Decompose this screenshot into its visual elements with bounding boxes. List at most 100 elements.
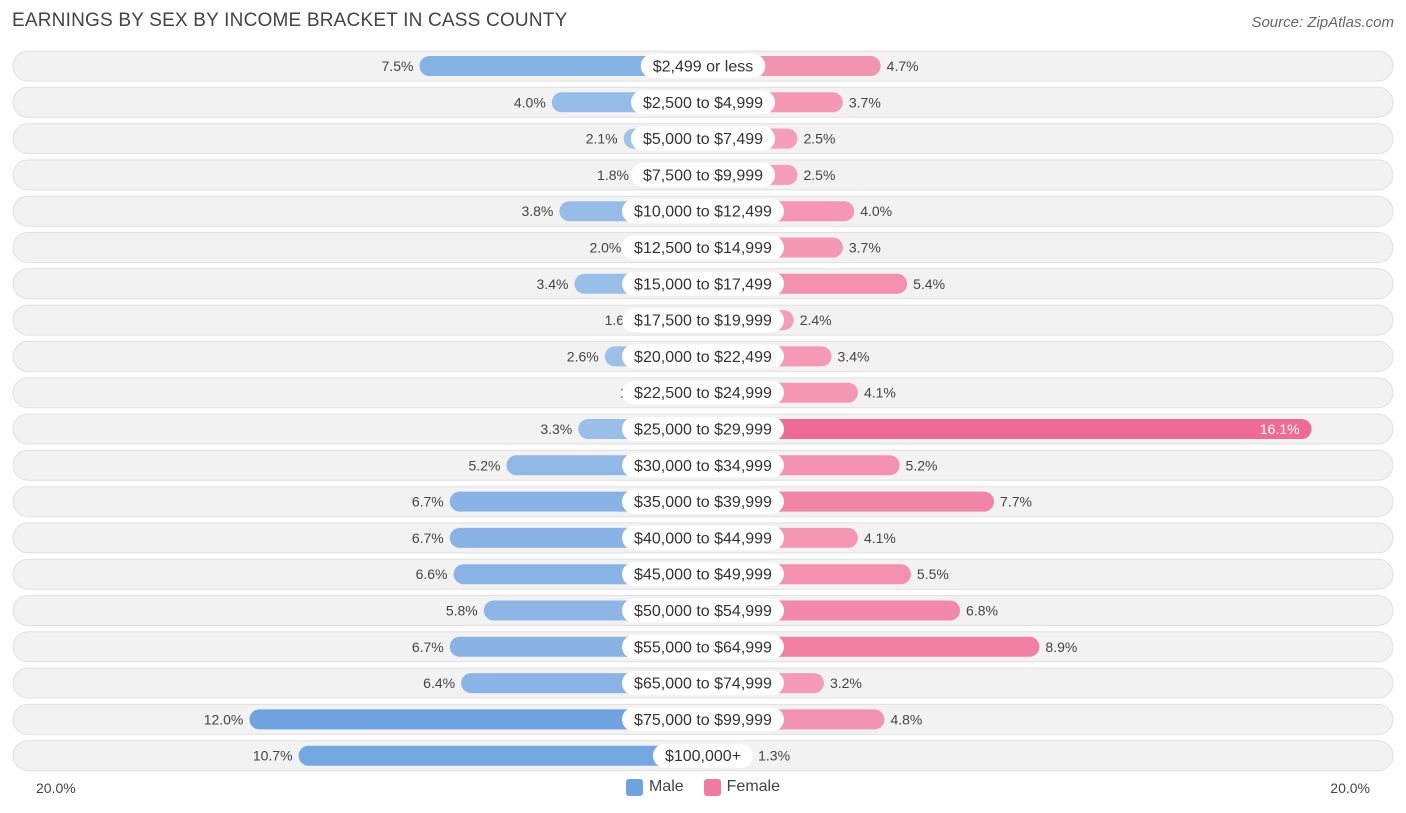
male-value-label: 6.4% [423, 675, 455, 691]
female-value-label: 6.8% [966, 603, 998, 619]
bar-row: 6.7% 7.7% $35,000 to $39,999 [12, 486, 1394, 518]
category-pill [622, 380, 784, 405]
male-value-label: 5.8% [446, 603, 478, 619]
legend-swatch-male [625, 778, 643, 796]
male-value-label: 2.6% [567, 348, 599, 364]
legend-item-female[interactable]: Female [703, 778, 781, 796]
bar-row: 4.0% 3.7% $2,500 to $4,999 [12, 86, 1394, 118]
male-value-label: 6.6% [416, 566, 448, 582]
category-label: $15,000 to $17,499 [634, 276, 772, 293]
category-label: $10,000 to $12,499 [634, 204, 772, 221]
category-pill [622, 235, 784, 260]
category-pill [622, 489, 784, 514]
category-pill [622, 634, 784, 659]
male-value-label: 7.5% [382, 58, 414, 74]
category-pill [622, 453, 784, 478]
legend-label-male: Male [648, 778, 684, 795]
female-value-label: 4.7% [887, 58, 919, 74]
category-pill [630, 90, 776, 115]
female-value-label: 5.5% [917, 566, 949, 582]
bar-row: 3.4% 5.4% $15,000 to $17,499 [12, 268, 1394, 300]
male-bar [419, 56, 703, 76]
female-value-label: 16.1% [1260, 421, 1300, 437]
category-label: $75,000 to $99,999 [634, 712, 772, 729]
bar-row: 2.1% 2.5% $5,000 to $7,499 [12, 123, 1394, 155]
bar-row: 6.4% 3.2% $65,000 to $74,999 [12, 667, 1394, 699]
male-value-label: 6.7% [412, 530, 444, 546]
bar-row: 12.0% 4.8% $75,000 to $99,999 [12, 703, 1394, 735]
male-bar [249, 709, 703, 730]
male-value-label: 2.0% [589, 240, 621, 256]
legend-swatch-female [703, 778, 721, 796]
category-pill [622, 598, 784, 623]
category-pill [622, 671, 784, 696]
female-value-label: 4.1% [864, 530, 896, 546]
legend-item-male[interactable]: Male [625, 778, 684, 796]
category-label: $2,500 to $4,999 [643, 95, 763, 112]
female-value-label: 5.4% [913, 276, 945, 292]
category-pill [630, 162, 776, 187]
bar-row: 1.2%4.1%$22,500 to $24,999 [12, 377, 1394, 409]
female-value-label: 4.1% [864, 385, 896, 401]
male-value-label: 3.4% [537, 276, 569, 292]
bar-row: 7.5% 4.7% $2,499 or less [12, 50, 1394, 82]
category-label: $12,500 to $14,999 [634, 240, 772, 257]
male-value-label: 6.7% [412, 494, 444, 510]
female-value-label: 2.4% [800, 312, 832, 328]
bar-row: 6.6% 5.5% $45,000 to $49,999 [12, 558, 1394, 590]
female-bar [703, 419, 1312, 439]
category-pill [622, 707, 784, 732]
diverging-bar-chart: 7.5% 4.7% $2,499 or less 4.0% 3.7% $2,500 to … [12, 50, 1394, 772]
category-label: $35,000 to $39,999 [634, 494, 772, 511]
category-pill [652, 743, 754, 768]
bar-row: 2.6% 3.4% $20,000 to $22,499 [12, 340, 1394, 372]
category-label: $65,000 to $74,999 [634, 676, 772, 693]
source-label: Source: ZipAtlas.com [1251, 14, 1394, 31]
category-label: $45,000 to $49,999 [634, 567, 772, 584]
male-value-label: 5.2% [469, 457, 501, 473]
female-value-label: 8.9% [1045, 639, 1077, 655]
female-value-label: 3.2% [830, 675, 862, 691]
female-value-label: 5.2% [906, 457, 938, 473]
bar-row: 6.7% 8.9% $55,000 to $64,999 [12, 631, 1394, 663]
category-pill [630, 126, 776, 151]
category-label: $17,500 to $19,999 [634, 313, 772, 330]
category-pill [622, 308, 784, 333]
male-value-label: 12.0% [204, 711, 244, 727]
bar-row: 2.0% 3.7% $12,500 to $14,999 [12, 232, 1394, 263]
male-value-label: 2.1% [586, 131, 618, 147]
male-bar [298, 745, 703, 766]
category-pill [622, 344, 784, 369]
male-value-label: 3.3% [540, 421, 572, 437]
category-label: $20,000 to $22,499 [634, 349, 772, 366]
category-label: $100,000+ [665, 748, 741, 765]
category-label: $22,500 to $24,999 [634, 385, 772, 402]
male-value-label: 10.7% [253, 748, 293, 764]
category-pill [622, 417, 784, 441]
female-bar [703, 636, 1040, 657]
legend-label-female: Female [726, 778, 781, 795]
axis-right-label: 20.0% [1330, 780, 1370, 796]
bar-row: 5.8% 6.8% $50,000 to $54,999 [12, 595, 1394, 626]
bar-row: 1.8% 2.5% $7,500 to $9,999 [12, 159, 1394, 191]
female-value-label: 4.0% [860, 203, 892, 219]
bar-row: 6.7% 4.1% $40,000 to $44,999 [12, 522, 1394, 554]
category-pill [622, 525, 784, 550]
category-pill [622, 199, 784, 224]
category-label: $5,000 to $7,499 [643, 131, 763, 148]
female-value-label: 2.5% [804, 131, 836, 147]
category-label: $50,000 to $54,999 [634, 603, 772, 620]
category-pill [640, 54, 766, 78]
category-pill [622, 271, 784, 296]
male-value-label: 3.8% [521, 203, 553, 219]
chart-title: EARNINGS BY SEX BY INCOME BRACKET IN CAS… [12, 10, 568, 31]
bar-row: 5.2% 5.2% $30,000 to $34,999 [12, 449, 1394, 481]
female-value-label: 4.8% [890, 711, 922, 727]
bar-row: 3.3% 16.1% $25,000 to $29,999 [12, 413, 1394, 445]
category-label: $2,499 or less [653, 59, 754, 76]
male-value-label: 4.0% [514, 94, 546, 110]
bar-row: 3.8% 4.0% $10,000 to $12,499 [12, 195, 1394, 227]
category-label: $55,000 to $64,999 [634, 639, 772, 656]
category-label: $30,000 to $34,999 [634, 458, 772, 475]
category-pill [622, 562, 784, 587]
